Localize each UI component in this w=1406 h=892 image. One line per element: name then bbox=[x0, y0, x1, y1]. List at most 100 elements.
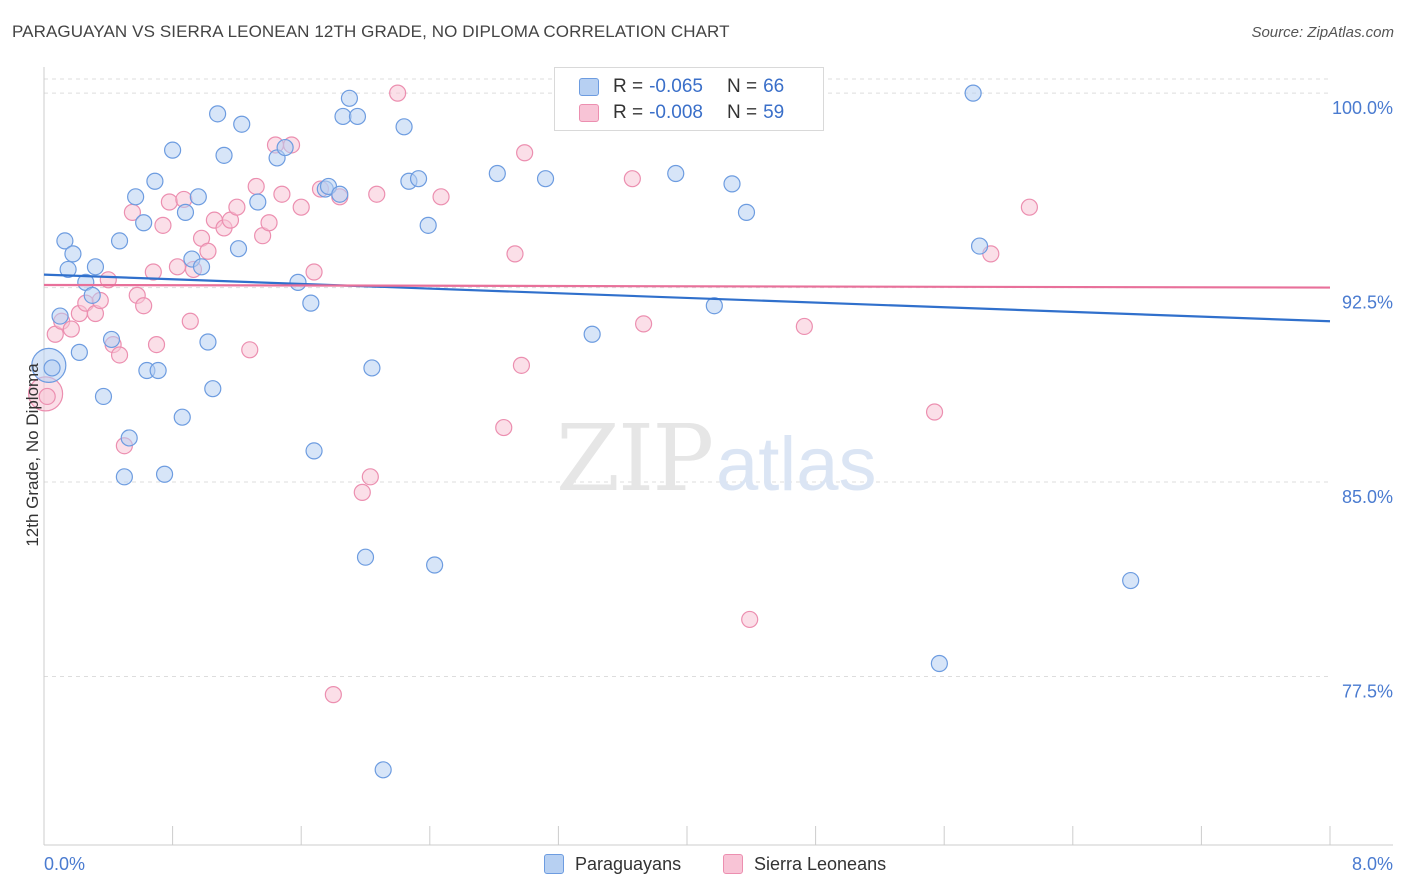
paraguayans-point bbox=[204, 380, 222, 398]
sierra-leoneans-points bbox=[28, 84, 1038, 704]
sierra-leoneans-point bbox=[634, 315, 653, 333]
paraguayans-point bbox=[173, 408, 191, 426]
paraguayans-point bbox=[127, 188, 145, 206]
paraguayans-point bbox=[110, 232, 129, 250]
sierra-leoneans-point bbox=[110, 346, 129, 364]
sierra-leoneans-point bbox=[154, 216, 172, 234]
sierra-leoneans-point bbox=[361, 468, 379, 486]
paraguayans-point bbox=[583, 325, 601, 343]
paraguayans-point bbox=[488, 164, 506, 183]
bottom-legend-swatch-paraguayans bbox=[544, 854, 564, 874]
axis-labels: 100.0% 92.5% 85.0% 77.5% 0.0% 8.0% 12th Grade,… bbox=[23, 98, 1393, 874]
gridlines bbox=[44, 78, 1330, 677]
watermark-zip: ZIP bbox=[556, 405, 712, 512]
paraguayans-point bbox=[723, 175, 741, 193]
x-tick-label: 0.0% bbox=[44, 854, 85, 874]
paraguayans-point bbox=[1122, 571, 1140, 590]
legend-n-label: N = bbox=[726, 102, 758, 123]
paraguayans-point bbox=[83, 286, 101, 304]
paraguayans-point bbox=[356, 548, 375, 566]
source-label: Source: ZipAtlas.com bbox=[1251, 24, 1394, 41]
sierra-leoneans-point bbox=[228, 198, 246, 216]
y-tick-label: 100.0% bbox=[1332, 98, 1393, 118]
legend-r-label: R = bbox=[613, 76, 644, 97]
paraguayans-point bbox=[135, 214, 153, 232]
paraguayans-point bbox=[737, 203, 756, 221]
sierra-leoneans-point bbox=[199, 242, 217, 260]
sierra-leoneans-point bbox=[495, 418, 513, 437]
sierra-leoneans-point bbox=[432, 188, 450, 206]
y-tick-label: 85.0% bbox=[1342, 487, 1393, 507]
paraguayans-point bbox=[334, 107, 352, 126]
sierra-leoneans-point bbox=[506, 245, 524, 263]
paraguayans-point bbox=[374, 761, 392, 779]
paraguayans-point bbox=[667, 164, 685, 183]
paraguayans-point bbox=[86, 258, 105, 276]
watermark-atlas: atlas bbox=[716, 422, 877, 507]
sierra-leoneans-point bbox=[247, 177, 265, 196]
paraguayans-point bbox=[155, 465, 174, 483]
paraguayans-point bbox=[64, 245, 82, 263]
y-tick-label: 92.5% bbox=[1342, 293, 1393, 313]
sierra-leoneans-point bbox=[168, 258, 187, 276]
paraguayans-point bbox=[249, 193, 267, 211]
sierra-leoneans-point bbox=[925, 403, 944, 421]
paraguayans-point bbox=[395, 118, 413, 136]
paraguayans-point bbox=[215, 146, 233, 164]
legend-swatch-paraguayans bbox=[579, 78, 599, 96]
paraguayans-point bbox=[115, 468, 133, 486]
sierra-leoneans-point bbox=[62, 320, 80, 338]
bottom-legend-label-paraguayans: Paraguayans bbox=[575, 853, 682, 874]
paraguayans-point bbox=[289, 273, 307, 291]
paraguayans-point bbox=[409, 170, 428, 188]
paraguayans-point bbox=[70, 343, 88, 361]
paraguayans-point bbox=[56, 232, 74, 250]
sierra-leoneans-point bbox=[292, 198, 310, 216]
legend-row-paraguayans: R = -0.065 N = 66 bbox=[579, 75, 790, 99]
legend-n-value: 59 bbox=[763, 102, 785, 123]
sierra-leoneans-point bbox=[795, 317, 813, 336]
sierra-leoneans-trend-line bbox=[43, 283, 1331, 289]
correlation-legend: R = -0.065 N = 66 R = -0.008 N = 59 bbox=[554, 67, 824, 131]
paraguayans-point bbox=[419, 216, 437, 234]
paraguayans-point bbox=[94, 387, 113, 406]
bottom-legend-label-sierra-leoneans: Sierra Leoneans bbox=[754, 853, 887, 874]
sierra-leoneans-point bbox=[147, 336, 166, 354]
paraguayans-point bbox=[189, 188, 207, 206]
paraguayans-point bbox=[120, 429, 138, 447]
trend-lines bbox=[43, 273, 1331, 323]
y-axis-title: 12th Grade, No Diploma bbox=[23, 363, 42, 547]
bottom-legend-sierra-leoneans: Sierra Leoneans bbox=[723, 851, 886, 877]
sierra-leoneans-point bbox=[38, 387, 56, 406]
paraguayans-point bbox=[233, 115, 251, 133]
paraguayans-point bbox=[705, 297, 723, 315]
sierra-leoneans-point bbox=[144, 263, 162, 281]
sierra-leoneans-point bbox=[260, 214, 278, 232]
paraguayans-point bbox=[305, 442, 323, 460]
paraguayans-point bbox=[964, 84, 982, 102]
paraguayans-point bbox=[176, 203, 195, 221]
legend-n-value: 66 bbox=[763, 76, 785, 97]
legend-r-value: -0.065 bbox=[649, 76, 703, 97]
legend-row-sierra-leoneans: R = -0.008 N = 59 bbox=[579, 101, 790, 125]
paraguayans-point bbox=[331, 185, 349, 203]
sierra-leoneans-point bbox=[1020, 198, 1038, 216]
paraguayans-point bbox=[363, 359, 381, 377]
paraguayans-point bbox=[302, 294, 320, 312]
paraguayans-point bbox=[192, 258, 211, 276]
sierra-leoneans-point bbox=[324, 686, 342, 704]
watermark: ZIP atlas bbox=[556, 405, 877, 512]
paraguayans-point bbox=[149, 361, 167, 380]
paraguayans-point bbox=[348, 107, 367, 126]
sierra-leoneans-point bbox=[741, 610, 759, 629]
paraguayans-point bbox=[229, 240, 248, 258]
sierra-leoneans-point bbox=[305, 263, 323, 281]
axes bbox=[43, 67, 1393, 846]
paraguayans-point bbox=[930, 654, 948, 673]
sierra-leoneans-point bbox=[368, 185, 386, 203]
paraguayans-points bbox=[31, 84, 1140, 779]
sierra-leoneans-point bbox=[241, 341, 259, 359]
paraguayans-point bbox=[102, 330, 121, 349]
sierra-leoneans-point bbox=[512, 356, 531, 374]
chart-title: PARAGUAYAN VS SIERRA LEONEAN 12TH GRADE,… bbox=[12, 22, 730, 41]
